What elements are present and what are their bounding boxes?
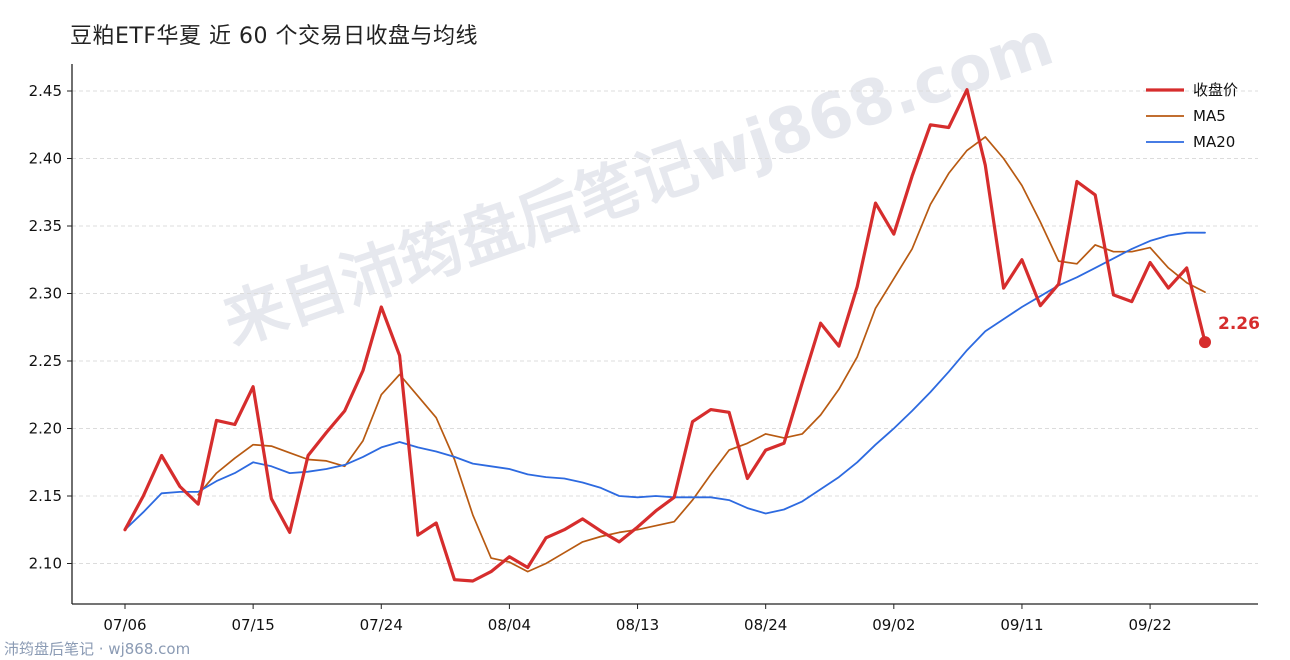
watermark-text: 来自沛筠盘后笔记wj868.com bbox=[214, 6, 1062, 359]
x-tick-label: 09/11 bbox=[1000, 616, 1043, 634]
last-close-point bbox=[1199, 336, 1211, 349]
y-tick-label: 2.35 bbox=[29, 217, 62, 235]
x-tick-label: 08/13 bbox=[616, 616, 659, 634]
y-tick-label: 2.25 bbox=[29, 352, 62, 370]
axes: 2.10 2.15 2.20 2.25 2.30 2.35 2.40 2.45 07/06 07/… bbox=[29, 64, 1258, 634]
y-tick-label: 2.40 bbox=[29, 150, 62, 168]
chart-title: 豆粕ETF华夏 近 60 个交易日收盘与均线 bbox=[70, 24, 478, 49]
footer-credit: 沛筠盘后笔记 · wj868.com bbox=[4, 640, 191, 658]
y-tick-label: 2.45 bbox=[29, 82, 62, 100]
legend-label: MA5 bbox=[1193, 107, 1226, 125]
y-tick-label: 2.30 bbox=[29, 285, 62, 303]
series-line-close bbox=[123, 88, 1207, 583]
series-line-ma5 bbox=[197, 136, 1206, 573]
y-tick-label: 2.10 bbox=[29, 555, 62, 573]
x-tick-label: 07/06 bbox=[103, 616, 146, 634]
y-tick-label: 2.20 bbox=[29, 420, 62, 438]
x-tick-label: 09/02 bbox=[872, 616, 915, 634]
x-tick-label: 08/24 bbox=[744, 616, 787, 634]
legend-label: 收盘价 bbox=[1193, 81, 1238, 99]
x-tick-label: 09/22 bbox=[1128, 616, 1171, 634]
x-tick-label: 07/15 bbox=[232, 616, 275, 634]
x-tick-label: 08/04 bbox=[488, 616, 531, 634]
series-layer: 2.26 bbox=[123, 88, 1260, 583]
x-tick-label: 07/24 bbox=[360, 616, 403, 634]
legend-label: MA20 bbox=[1193, 133, 1235, 151]
last-close-label: 2.26 bbox=[1218, 314, 1260, 334]
y-tick-label: 2.15 bbox=[29, 487, 62, 505]
legend: 收盘价 MA5 MA20 bbox=[1146, 81, 1238, 151]
